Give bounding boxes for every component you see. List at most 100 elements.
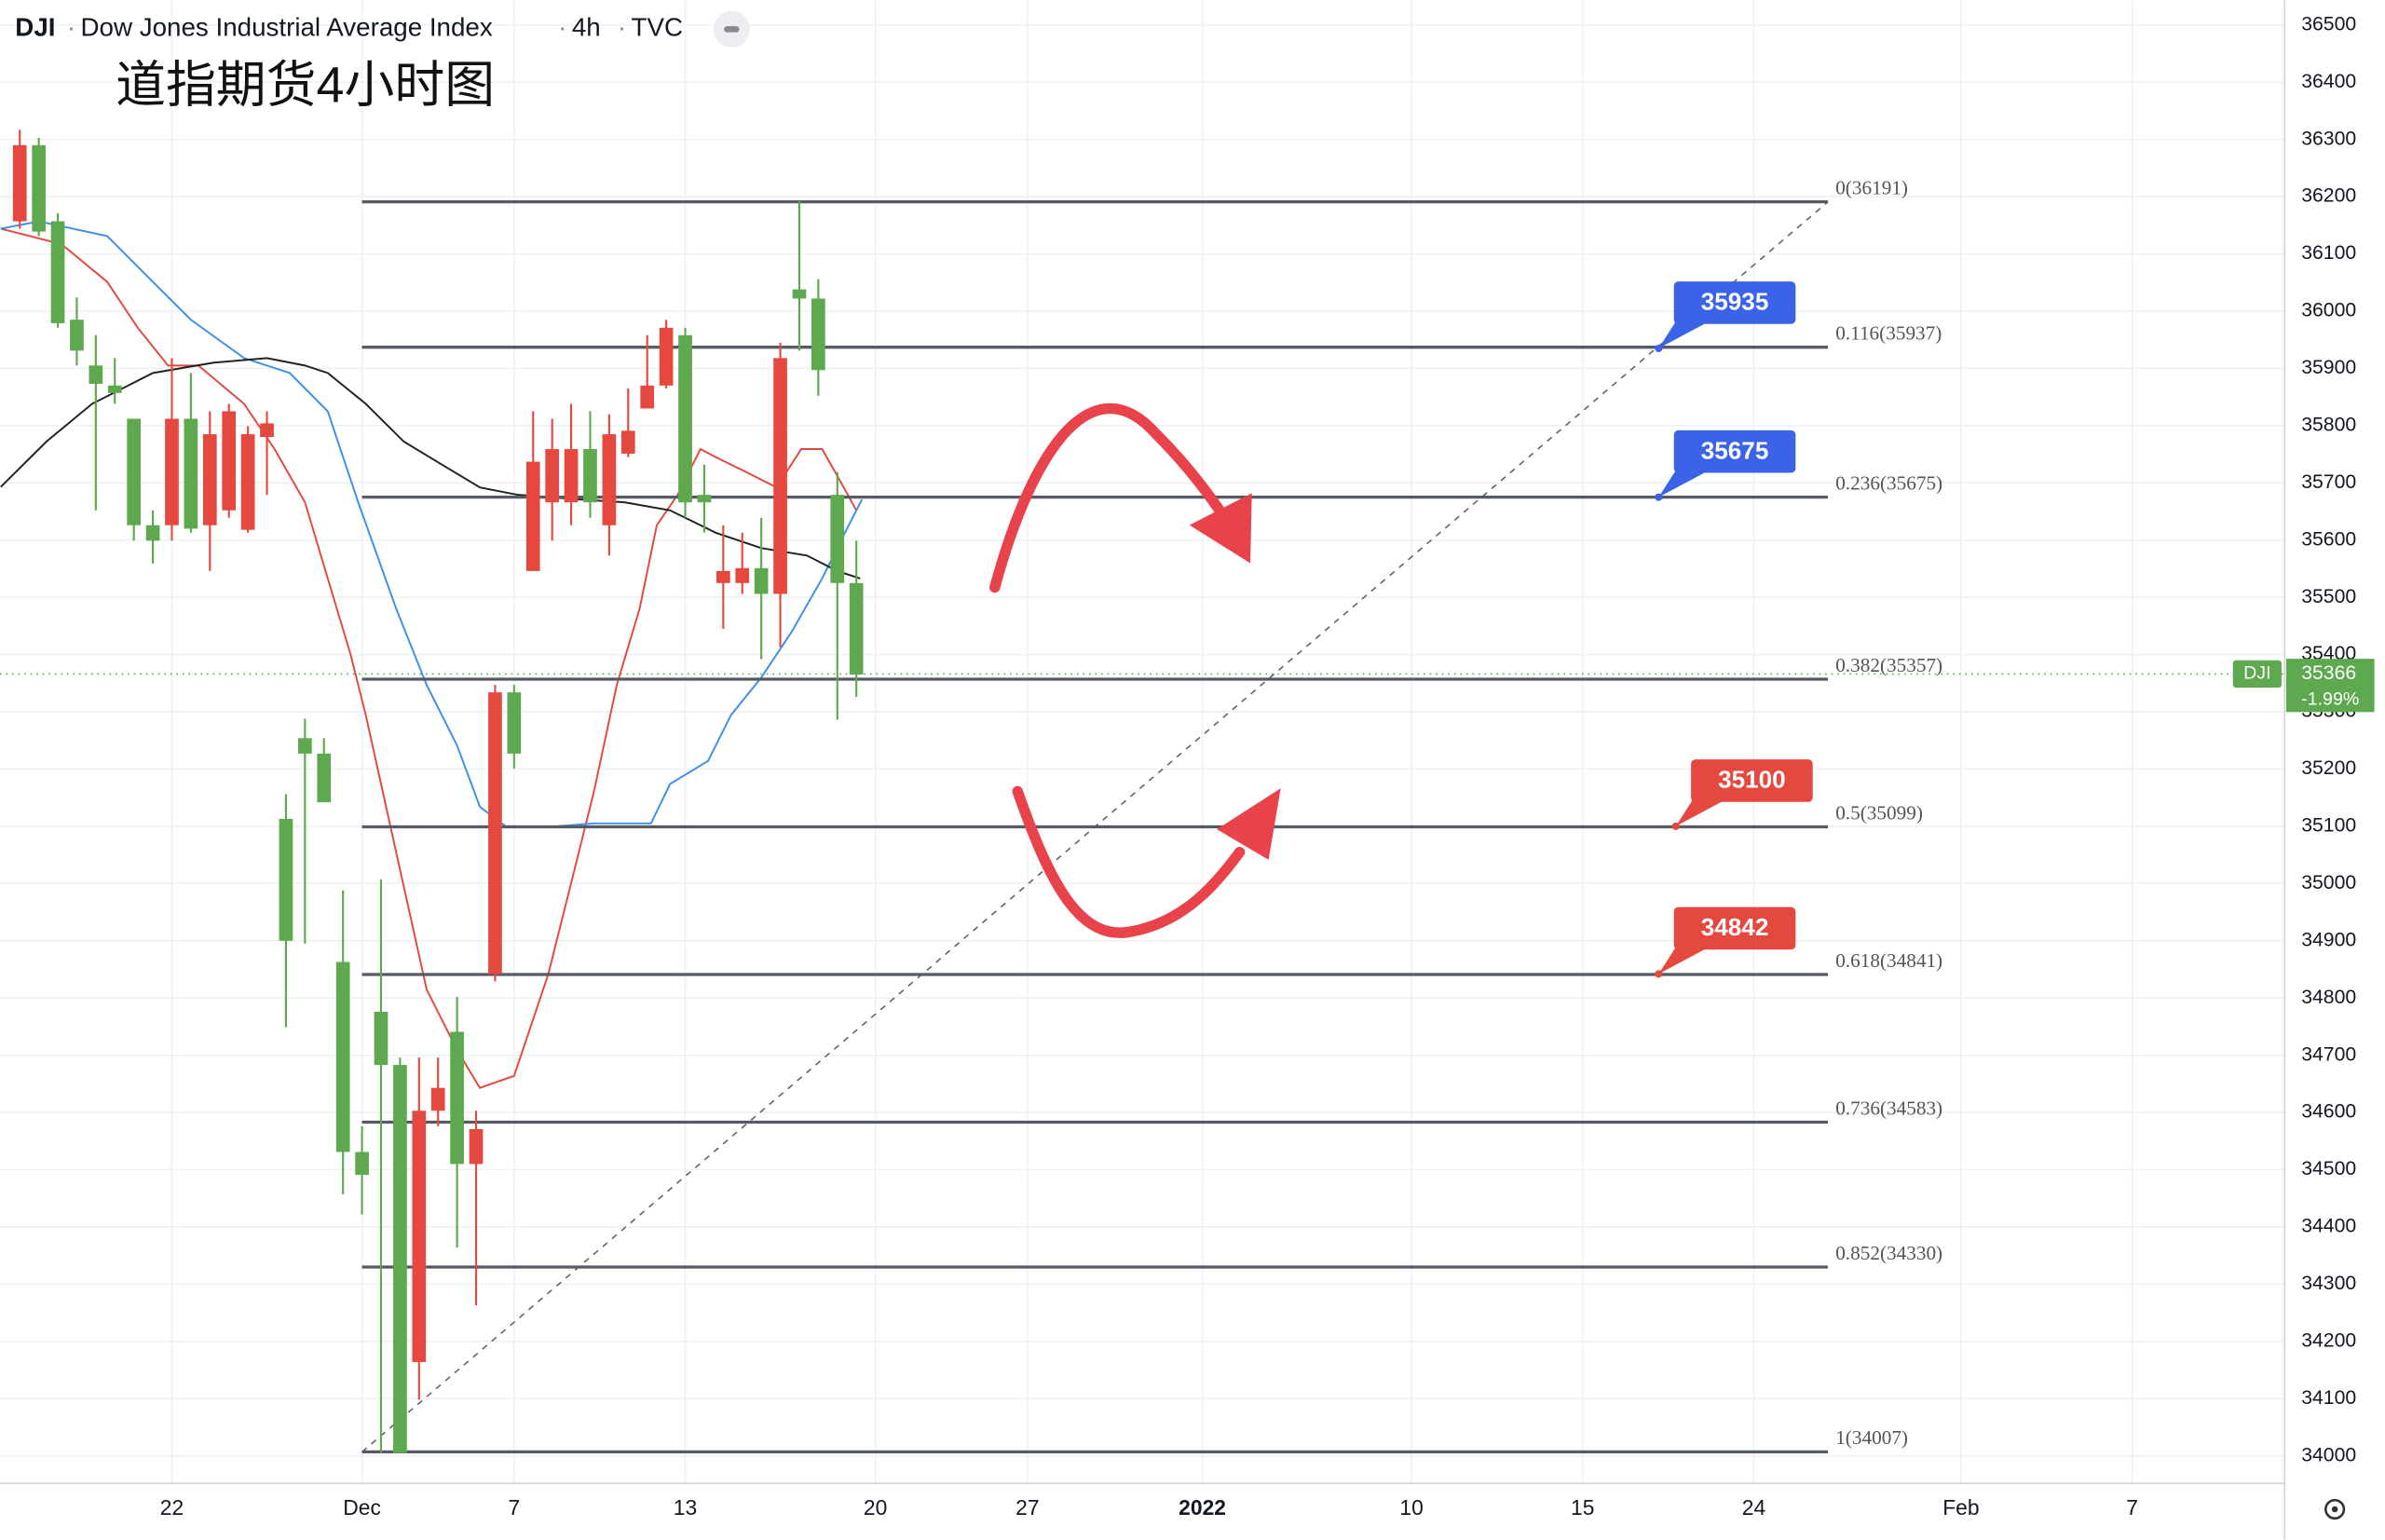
x-tick-label: Dec xyxy=(343,1495,381,1520)
annotation: 道指期货4小时图 xyxy=(116,57,495,113)
collapse-icon xyxy=(724,26,740,33)
y-tick-label: 36500 xyxy=(2301,13,2356,34)
y-tick-label: 35100 xyxy=(2301,815,2356,837)
interval: 4h xyxy=(572,13,601,42)
y-tick-label: 34500 xyxy=(2301,1158,2356,1179)
candle-body xyxy=(849,582,864,675)
candle-body xyxy=(525,461,540,571)
candle-body xyxy=(583,449,597,503)
y-tick-label: 34800 xyxy=(2301,987,2356,1008)
fib-label: 0.116(35937) xyxy=(1835,322,1942,345)
symbol-tag-label: DJI xyxy=(2243,663,2270,684)
candle-body xyxy=(317,753,332,803)
candle-body xyxy=(355,1152,369,1176)
fib-label: 1(34007) xyxy=(1835,1426,1908,1449)
y-tick-label: 36400 xyxy=(2301,71,2356,92)
y-tick-label: 35800 xyxy=(2301,414,2356,435)
candle-body xyxy=(507,692,522,754)
candle-body xyxy=(754,567,769,594)
candle-body xyxy=(564,449,579,503)
x-tick-label: 10 xyxy=(1399,1495,1423,1520)
y-tick-label: 35700 xyxy=(2301,471,2356,493)
source: TVC xyxy=(632,13,684,42)
y-tick-label: 35900 xyxy=(2301,357,2356,378)
fib-label: 0.736(34583) xyxy=(1835,1097,1942,1119)
x-tick-label: 7 xyxy=(2126,1495,2138,1520)
x-tick-label: 22 xyxy=(160,1495,184,1520)
arrow-up xyxy=(1012,785,1246,938)
candle-body xyxy=(393,1065,407,1453)
arrow-head xyxy=(1217,788,1281,860)
candle-body xyxy=(50,221,65,323)
candle-body xyxy=(773,358,787,594)
y-tick-label: 34700 xyxy=(2301,1043,2356,1065)
y-tick-label: 34100 xyxy=(2301,1387,2356,1409)
y-tick-label: 34200 xyxy=(2301,1329,2356,1351)
fib-label: 0.382(35357) xyxy=(1835,654,1942,676)
x-tick-label: 7 xyxy=(508,1495,520,1520)
x-tick-label: 13 xyxy=(674,1495,697,1520)
candle-body xyxy=(659,327,674,386)
fib-label: 0.852(34330) xyxy=(1835,1242,1942,1264)
arrow-down xyxy=(989,402,1230,593)
callout-box xyxy=(1691,759,1813,802)
x-tick-label: 24 xyxy=(1742,1495,1766,1520)
chart-title: Dow Jones Industrial Average Index xyxy=(81,13,493,42)
fib-label: 0(36191) xyxy=(1835,176,1908,198)
candle-body xyxy=(127,418,142,525)
candle-body xyxy=(488,692,502,974)
y-tick-label: 34000 xyxy=(2301,1444,2356,1465)
moving-average xyxy=(0,357,861,579)
callout-box xyxy=(1673,906,1796,950)
settings-button[interactable] xyxy=(2324,1498,2346,1520)
separator: · xyxy=(558,13,566,42)
callout-label: 35935 xyxy=(1701,288,1769,316)
plot: 0(36191) 0.116(35937) 0.236(35675) 0.382(35… xyxy=(0,129,2285,1454)
candle-body xyxy=(165,418,179,525)
candle-body xyxy=(697,495,712,503)
y-tick-label: 36100 xyxy=(2301,242,2356,264)
y-tick-label: 34900 xyxy=(2301,929,2356,950)
callout-label: 34842 xyxy=(1701,913,1769,941)
y-tick-label: 36200 xyxy=(2301,185,2356,207)
candle-body xyxy=(184,418,198,529)
candle-body xyxy=(430,1087,445,1111)
candle-body xyxy=(450,1031,464,1165)
symbol-tag xyxy=(2232,660,2282,688)
candle-body xyxy=(735,567,750,583)
separator: · xyxy=(67,13,75,42)
moving-average xyxy=(0,227,858,1089)
candle-body xyxy=(412,1111,427,1362)
candle-body xyxy=(469,1128,484,1165)
y-tick-label: 35200 xyxy=(2301,757,2356,779)
y-tick-label: 35500 xyxy=(2301,586,2356,607)
y-tick-label: 34600 xyxy=(2301,1101,2356,1123)
y-tick-label: 36000 xyxy=(2301,300,2356,321)
x-tick-label: 27 xyxy=(1015,1495,1039,1520)
separator: · xyxy=(618,13,626,42)
candle-body xyxy=(545,449,559,503)
candle-body xyxy=(811,298,825,371)
moving-average xyxy=(0,220,864,828)
callout-box xyxy=(1673,281,1796,324)
x-tick-label: 2022 xyxy=(1179,1495,1226,1520)
x-tick-label: 15 xyxy=(1571,1495,1594,1520)
y-tick-label: 36300 xyxy=(2301,128,2356,149)
candle-body xyxy=(374,1011,388,1066)
candle-body xyxy=(89,365,103,385)
fib-label: 0.618(34841) xyxy=(1835,949,1942,972)
x-tick-label: Feb xyxy=(1942,1495,1979,1520)
callout-label: 35675 xyxy=(1701,436,1769,464)
callout-label: 35100 xyxy=(1718,766,1786,794)
candle-body xyxy=(260,423,274,438)
candle-body xyxy=(107,385,122,393)
candle-body xyxy=(298,738,312,754)
candle-body xyxy=(12,144,27,222)
candle-body xyxy=(830,495,845,583)
y-tick-label: 35000 xyxy=(2301,872,2356,893)
candle-body xyxy=(678,334,692,503)
fib-label: 0.5(35099) xyxy=(1835,801,1923,824)
